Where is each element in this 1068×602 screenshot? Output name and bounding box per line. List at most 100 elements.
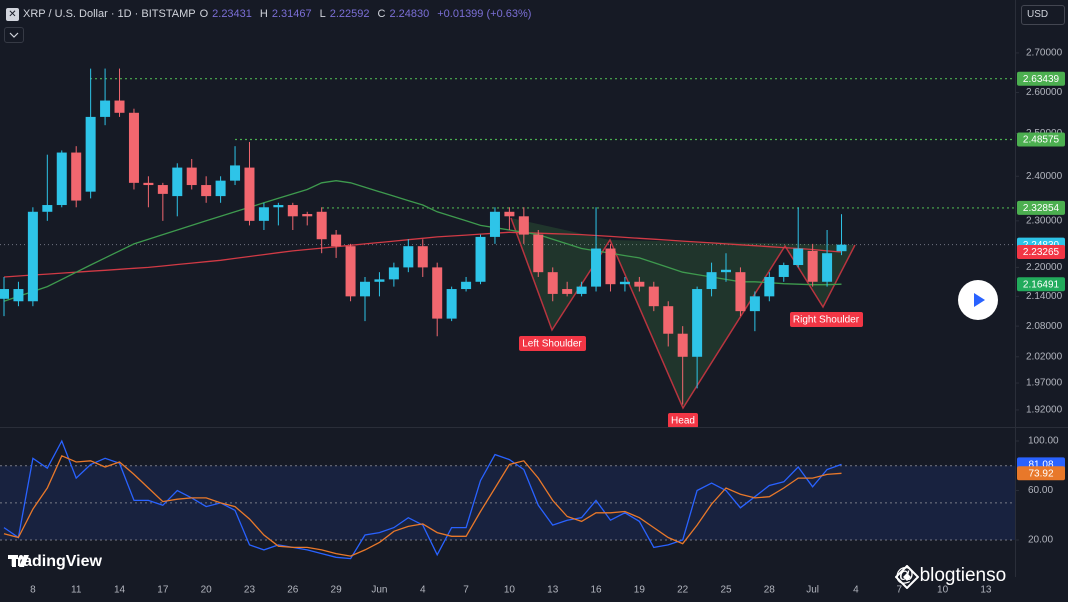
candle-body	[461, 281, 472, 290]
x-tick-label: 16	[590, 585, 602, 596]
price-label: 81.08	[1028, 460, 1053, 471]
candle-body	[114, 100, 125, 113]
icon-part	[895, 565, 919, 589]
header: ✕ XRP / U.S. Dollar · 1D · BITSTAMP O 2.2…	[6, 6, 535, 22]
label-box	[668, 413, 698, 428]
x-tick-label: 13	[547, 585, 559, 596]
ohlc-key: C	[377, 8, 386, 20]
candle-body	[663, 306, 674, 334]
x-tick-label: Jun	[371, 585, 387, 596]
candle-body	[230, 165, 241, 181]
candle-body	[562, 289, 573, 294]
pattern-outline	[510, 217, 856, 410]
candle-body	[446, 289, 457, 319]
candle-body	[388, 267, 399, 280]
price-label: 2.16491	[1023, 279, 1060, 290]
y-tick-label: 1.92000	[1026, 405, 1063, 416]
candle-body	[793, 248, 804, 266]
play-button[interactable]	[958, 280, 998, 320]
chevron-icon	[9, 32, 19, 38]
candle-body	[692, 289, 703, 357]
candle-body	[128, 112, 139, 183]
x-tick-label: 4	[420, 585, 426, 596]
x-tick-label: 22	[677, 585, 689, 596]
price-label: 2.32854	[1023, 203, 1060, 214]
candle-body	[172, 167, 183, 197]
currency-button[interactable]: USD	[1021, 5, 1065, 25]
candle-body	[749, 296, 760, 312]
logo-part	[19, 555, 29, 567]
candle-body	[345, 246, 356, 297]
y-tick-label: 2.20000	[1026, 262, 1063, 273]
candle-body	[244, 167, 255, 221]
candle-body	[157, 185, 168, 194]
y-tick-label: 2.60000	[1026, 87, 1063, 98]
collapse-button[interactable]	[4, 27, 24, 43]
candle-body	[316, 211, 327, 240]
ohlc-key: H	[259, 8, 268, 20]
candle-body	[27, 211, 38, 302]
logo-part	[12, 555, 16, 567]
label-box	[790, 312, 863, 327]
candle-body	[331, 234, 342, 247]
x-tick-label: 11	[71, 585, 82, 596]
candle-body	[634, 281, 645, 287]
candle-body	[85, 116, 96, 192]
candle-body	[0, 289, 9, 299]
y-tick-label: 100.00	[1028, 436, 1059, 447]
back-layer	[0, 78, 1015, 541]
candle-body	[735, 272, 746, 312]
price-label-box	[1017, 466, 1065, 481]
x-tick-label: 29	[331, 585, 343, 596]
price-label: 73.92	[1028, 468, 1053, 479]
y-tick-label: 20.00	[1028, 535, 1053, 546]
x-tick-label: 7	[463, 585, 469, 596]
ohlc-key: L	[319, 8, 326, 20]
candle-body	[475, 236, 486, 282]
pattern-label: Left Shoulder	[522, 339, 582, 350]
candle-body	[258, 207, 269, 221]
chevron	[9, 32, 19, 38]
candle-body	[504, 211, 515, 217]
moving-average	[3, 180, 842, 302]
x-tick-label: 8	[30, 585, 36, 596]
price-label-box	[1017, 200, 1065, 215]
price-label-box	[1017, 244, 1065, 259]
candle-body	[605, 248, 616, 285]
ohlc-value: 2.31467	[271, 8, 312, 20]
brand-name: TradingView	[8, 553, 102, 570]
candle-body	[201, 185, 212, 197]
watermark: @ blogtienso	[895, 565, 1007, 589]
candle-body	[778, 265, 789, 277]
candle-body	[302, 214, 313, 217]
x-tick-label: 13	[980, 585, 992, 596]
watermark-icon	[895, 565, 919, 589]
play-triangle	[974, 293, 985, 307]
candle-body	[42, 205, 53, 212]
candle-body	[215, 180, 226, 197]
x-tick-label: 7	[896, 585, 902, 596]
candle-body	[619, 281, 630, 285]
front-layer: Left Shoulder Head Right Shoulder	[519, 312, 863, 428]
pattern-fill	[511, 218, 855, 408]
candle-body	[591, 248, 602, 287]
candle-body	[721, 269, 731, 273]
price-label: 2.23265	[1023, 247, 1060, 258]
x-tick-label: 25	[720, 585, 732, 596]
y-tick-label: 2.08000	[1026, 321, 1063, 332]
candle-body	[186, 167, 197, 186]
label-box	[519, 336, 586, 351]
x-tick-label: 14	[114, 585, 126, 596]
brand: TradingView	[8, 553, 102, 571]
candle-body	[764, 276, 775, 297]
ohlc-value: 2.24830	[389, 8, 430, 20]
y-tick-label: 2.02000	[1026, 351, 1063, 362]
y-tick-label: 2.70000	[1026, 48, 1063, 59]
ohlc-value: 2.22592	[329, 8, 370, 20]
watermark-text: @ blogtienso	[895, 565, 1007, 586]
x-tick-label: 20	[201, 585, 213, 596]
oscillator-line	[3, 439, 842, 560]
change: +0.01399 (+0.63%)	[437, 8, 532, 20]
pattern-label: Head	[671, 416, 695, 427]
